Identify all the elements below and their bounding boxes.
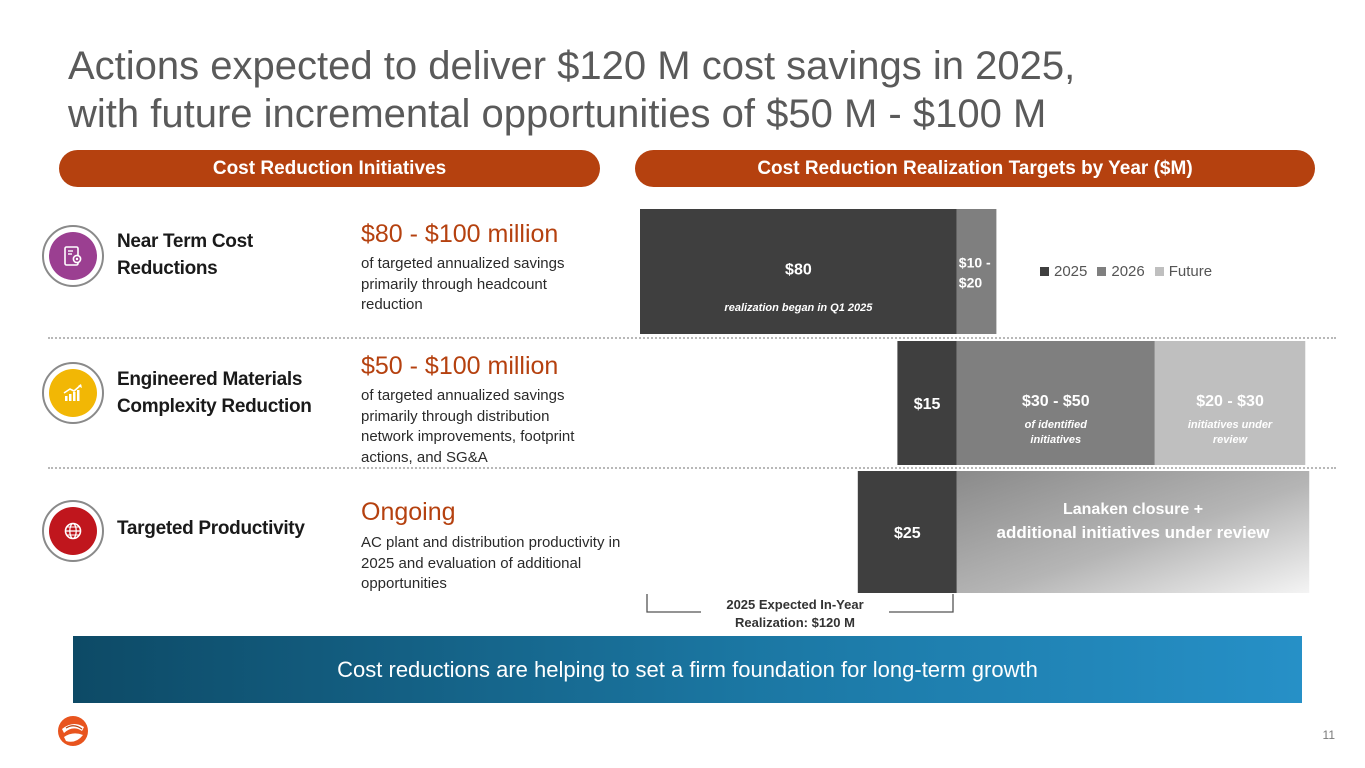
bar-segment-2025-row-2: [857, 471, 957, 593]
globe-badge-icon: [42, 500, 104, 562]
page-title: Actions expected to deliver $120 M cost …: [68, 42, 1268, 138]
bar-label: $15: [914, 396, 941, 413]
bar-sublabel: of identified: [1025, 419, 1088, 431]
bar-segment-2025-row-0: [640, 209, 957, 334]
bar-segment-Future-row-1: [1154, 341, 1306, 465]
label-line: Engineered Materials: [117, 369, 303, 390]
legend-swatch: [1040, 267, 1049, 276]
initiative-label-productivity: Targeted Productivity: [117, 515, 305, 542]
document-gear-glyph: [64, 246, 82, 266]
initiative-label-near-term: Near Term Cost Reductions: [117, 228, 253, 282]
chart-legend: 2025 2026 Future: [1040, 263, 1212, 280]
bar-segment-2025-row-1: [897, 341, 957, 465]
initiative-headline-productivity: Ongoing: [361, 498, 456, 526]
targets-header: Cost Reduction Realization Targets by Ye…: [635, 150, 1315, 187]
initiative-description-engineered: of targeted annualized savings primarily…: [361, 387, 575, 466]
bar-sublabel: initiatives: [1030, 434, 1081, 446]
bar-sublabel: realization began in Q1 2025: [724, 302, 873, 314]
page-number: 11: [1322, 728, 1335, 742]
page-title-line-2: with future incremental opportunities of…: [68, 92, 1047, 136]
in-year-realization-label: 2025 Expected In-Year Realization: $120 …: [700, 596, 890, 632]
label-line: Reductions: [117, 258, 218, 279]
bar-label: additional initiatives under review: [997, 523, 1271, 542]
legend-swatch: [1154, 267, 1164, 276]
bar-segment-2026-row-1: [956, 341, 1155, 465]
bracket-label-line: Realization: $120 M: [735, 615, 855, 630]
initiative-headline-near-term: $80 - $100 million: [361, 220, 559, 248]
legend-label: 2026: [1111, 263, 1145, 280]
initiatives-header: Cost Reduction Initiatives: [59, 150, 600, 187]
legend-item-2025: 2025: [1040, 263, 1087, 280]
bracket-label-line: 2025 Expected In-Year: [726, 597, 864, 612]
legend-item-2026: 2026: [1097, 263, 1145, 280]
legend-item-future: Future: [1154, 263, 1213, 280]
bar-label: $80: [785, 262, 812, 279]
row-divider: [48, 337, 1336, 339]
bar-sublabel: initiatives under: [1188, 419, 1273, 431]
bar-sublabel: review: [1213, 434, 1249, 446]
bar-segment-2026-row-2: [956, 471, 1310, 593]
initiative-label-engineered: Engineered Materials Complexity Reductio…: [117, 366, 312, 420]
bar-label: $25: [894, 525, 921, 542]
initiative-description-near-term: of targeted annualized savings primarily…: [361, 255, 565, 313]
growth-chart-icon: [42, 362, 104, 424]
key-message-banner: Cost reductions are helping to set a fir…: [73, 636, 1302, 703]
bar-label: Lanaken closure +: [1063, 501, 1203, 518]
bar-label: $10 -: [959, 255, 991, 271]
globe-badge-glyph: [64, 522, 82, 540]
company-logo: [58, 716, 88, 746]
label-line: Complexity Reduction: [117, 396, 312, 417]
bar-segment-2026-row-0: [956, 209, 997, 334]
page-title-line-1: Actions expected to deliver $120 M cost …: [68, 44, 1076, 88]
initiative-headline-engineered: $50 - $100 million: [361, 352, 559, 380]
bar-label: $30 - $50: [1022, 393, 1090, 410]
initiative-description-productivity: AC plant and distribution productivity i…: [361, 534, 621, 592]
document-gear-icon: [42, 225, 104, 287]
bar-label: $20 - $30: [1196, 393, 1264, 410]
row-divider: [48, 467, 1336, 469]
label-line: Near Term Cost: [117, 231, 253, 252]
legend-label: 2025: [1054, 263, 1088, 280]
label-line: Targeted Productivity: [117, 518, 305, 539]
bar-label: $20: [959, 275, 983, 291]
legend-label: Future: [1168, 263, 1213, 280]
legend-swatch: [1097, 267, 1107, 276]
growth-chart-glyph: [63, 384, 82, 401]
